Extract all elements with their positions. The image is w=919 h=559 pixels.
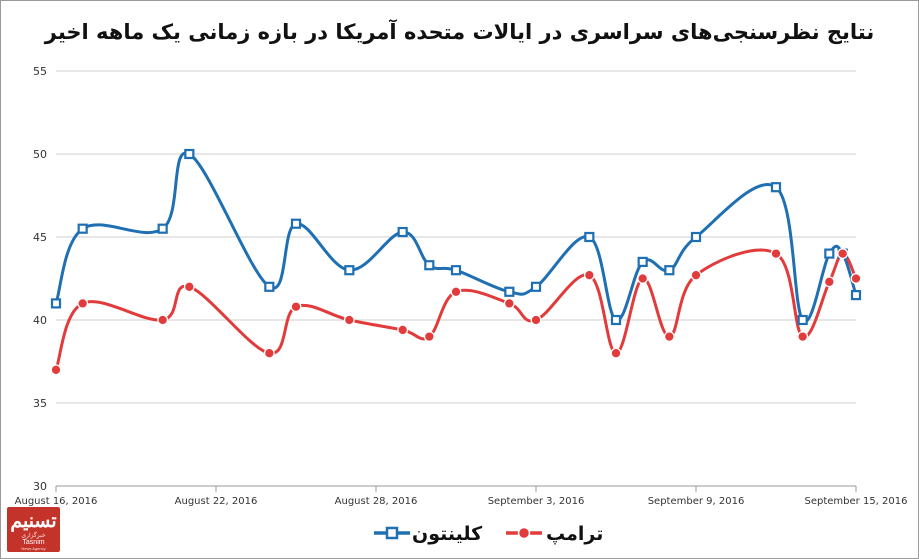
y-tick-label: 35 [33,397,47,410]
x-tick-label: September 9, 2016 [648,496,745,507]
data-point-series-1 [263,347,275,359]
legend-swatch-clinton [374,526,410,540]
x-tick-label: September 15, 2016 [805,496,908,507]
data-point-series-1 [770,248,782,260]
chart-title: نتایج نظرسنجی‌های سراسری در ایالات متحده… [44,20,875,44]
y-tick-label: 55 [33,65,47,78]
data-point-series-1 [183,281,195,293]
series-line-0 [54,151,858,323]
data-point-series-0 [264,281,275,292]
data-point-series-0 [850,290,862,301]
legend-item-trump: ترامپ [504,520,604,550]
data-point-series-0 [530,281,542,292]
logo-subtitle-fa: خبرگزاری [21,532,46,539]
data-point-series-1 [503,297,515,309]
data-point-series-0 [797,314,808,326]
data-point-series-1 [397,324,409,336]
logo-subtitle-en: Tasnim [22,539,45,546]
data-point-series-1 [343,314,355,326]
data-point-series-0 [637,256,648,267]
data-point-series-0 [290,218,302,229]
data-point-series-0 [397,226,408,238]
data-point-series-1 [850,273,862,284]
y-tick-label: 50 [33,148,47,161]
x-tick-label: August 16, 2016 [15,496,98,507]
data-point-series-0 [664,265,675,276]
data-point-series-0 [77,223,88,234]
data-point-series-0 [50,298,62,309]
data-point-series-1 [50,364,62,376]
grid-lines [56,70,856,404]
data-point-series-1 [157,314,169,326]
data-point-series-1 [530,314,542,326]
data-point-series-0 [610,314,622,326]
x-tick-label: August 22, 2016 [175,496,258,507]
legend-item-clinton: کلینتون [372,520,492,550]
series-markers [50,148,862,376]
data-point-series-0 [824,248,835,259]
data-point-series-0 [424,260,435,271]
data-point-series-0 [504,286,515,297]
data-point-series-1 [583,269,595,281]
data-point-series-1 [290,301,302,313]
tasnim-logo: تسنیم خبرگزاری Tasnim News Agency [7,507,60,552]
data-point-series-1 [423,331,435,343]
data-point-series-1 [690,269,702,281]
data-point-series-0 [157,223,168,234]
axes: 30 35 40 45 50 55 August 16, 2016 August 22, 20… [15,65,908,507]
chart-legend: کلینتون ترامپ [0,520,919,550]
x-tick-label: August 28, 2016 [335,496,418,507]
data-point-series-0 [450,265,462,276]
data-point-series-1 [837,248,849,260]
data-point-series-0 [690,231,702,243]
x-tick-label: September 3, 2016 [488,496,585,507]
data-point-series-1 [77,297,89,309]
data-point-series-1 [450,286,462,298]
logo-mark: تسنیم [10,510,57,532]
data-point-series-0 [770,182,782,193]
y-tick-label: 30 [33,480,47,493]
data-point-series-1 [610,347,622,359]
data-point-series-1 [663,331,675,343]
y-tick-label: 40 [33,314,47,327]
data-point-series-1 [797,331,809,343]
data-point-series-0 [344,265,355,276]
logo-subtitle-en-2: News Agency [21,546,46,551]
legend-label-trump: ترامپ [546,523,604,545]
data-point-series-1 [823,276,835,288]
legend-label-clinton: کلینتون [412,523,483,545]
data-point-series-0 [184,148,195,160]
series-lines [54,151,858,372]
y-tick-label: 45 [33,231,47,244]
data-point-series-1 [637,273,649,284]
data-point-series-0 [584,231,595,243]
legend-swatch-trump [506,526,542,540]
